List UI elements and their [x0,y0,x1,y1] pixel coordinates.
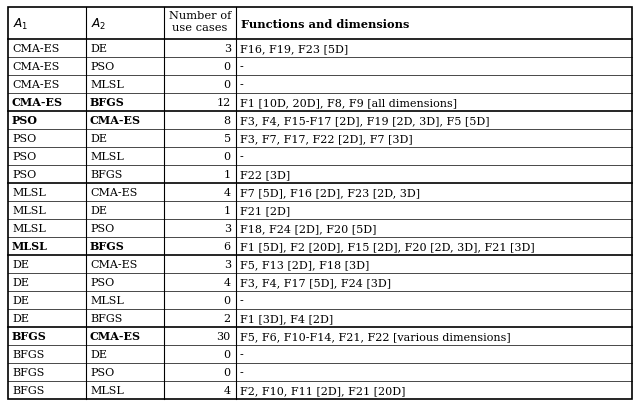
Text: F22 [3D]: F22 [3D] [240,170,290,179]
Text: DE: DE [90,134,107,144]
Text: 4: 4 [223,385,231,395]
Text: BFGS: BFGS [12,349,44,359]
Text: 1: 1 [223,170,231,179]
Text: F18, F24 [2D], F20 [5D]: F18, F24 [2D], F20 [5D] [240,224,376,233]
Text: F21 [2D]: F21 [2D] [240,205,290,215]
Text: $A_2$: $A_2$ [91,17,106,32]
Text: F1 [10D, 20D], F8, F9 [all dimensions]: F1 [10D, 20D], F8, F9 [all dimensions] [240,98,457,108]
Text: PSO: PSO [90,277,115,287]
Text: 0: 0 [223,151,231,162]
Text: 2: 2 [223,313,231,323]
Text: -: - [240,151,243,162]
Text: CMA-ES: CMA-ES [90,188,138,198]
Text: 30: 30 [216,331,231,341]
Text: MLSL: MLSL [90,80,124,90]
Text: Functions and dimensions: Functions and dimensions [241,19,409,30]
Text: F5, F6, F10-F14, F21, F22 [various dimensions]: F5, F6, F10-F14, F21, F22 [various dimen… [240,331,511,341]
Text: DE: DE [12,259,29,269]
Text: 0: 0 [223,62,231,72]
Text: -: - [240,295,243,305]
Text: $A_1$: $A_1$ [13,17,29,32]
Text: DE: DE [90,44,107,54]
Text: MLSL: MLSL [90,295,124,305]
Text: F2, F10, F11 [2D], F21 [20D]: F2, F10, F11 [2D], F21 [20D] [240,385,405,395]
Text: 4: 4 [223,188,231,198]
Text: PSO: PSO [12,151,36,162]
Text: PSO: PSO [12,134,36,144]
Text: 4: 4 [223,277,231,287]
Text: 0: 0 [223,349,231,359]
Text: BFGS: BFGS [90,97,125,108]
Text: BFGS: BFGS [12,331,47,342]
Text: -: - [240,62,243,72]
Text: CMA-ES: CMA-ES [90,115,141,126]
Text: CMA-ES: CMA-ES [12,80,60,90]
Text: PSO: PSO [90,62,115,72]
Text: BFGS: BFGS [90,313,122,323]
Text: F5, F13 [2D], F18 [3D]: F5, F13 [2D], F18 [3D] [240,259,369,269]
Text: CMA-ES: CMA-ES [12,62,60,72]
Text: F7 [5D], F16 [2D], F23 [2D, 3D]: F7 [5D], F16 [2D], F23 [2D, 3D] [240,188,420,198]
Text: 0: 0 [223,80,231,90]
Text: DE: DE [12,277,29,287]
Text: 1: 1 [223,205,231,215]
Text: 0: 0 [223,295,231,305]
Text: MLSL: MLSL [90,151,124,162]
Text: CMA-ES: CMA-ES [90,259,138,269]
Text: BFGS: BFGS [90,170,122,179]
Text: 0: 0 [223,367,231,377]
Text: 3: 3 [223,224,231,233]
Text: MLSL: MLSL [12,224,45,233]
Text: PSO: PSO [90,367,115,377]
Text: F1 [3D], F4 [2D]: F1 [3D], F4 [2D] [240,313,333,323]
Text: PSO: PSO [12,115,38,126]
Text: MLSL: MLSL [12,205,45,215]
Text: F16, F19, F23 [5D]: F16, F19, F23 [5D] [240,44,348,54]
Text: CMA-ES: CMA-ES [12,97,63,108]
Text: MLSL: MLSL [12,241,48,252]
Text: -: - [240,367,243,377]
Text: -: - [240,80,243,90]
Text: 5: 5 [223,134,231,144]
Text: DE: DE [90,205,107,215]
Text: BFGS: BFGS [90,241,125,252]
Text: 12: 12 [216,98,231,108]
Text: CMA-ES: CMA-ES [12,44,60,54]
Text: DE: DE [90,349,107,359]
Text: 3: 3 [223,44,231,54]
Text: BFGS: BFGS [12,385,44,395]
Text: CMA-ES: CMA-ES [90,331,141,342]
Text: MLSL: MLSL [90,385,124,395]
Text: 8: 8 [223,116,231,126]
Text: 6: 6 [223,241,231,252]
Text: BFGS: BFGS [12,367,44,377]
Text: F1 [5D], F2 [20D], F15 [2D], F20 [2D, 3D], F21 [3D]: F1 [5D], F2 [20D], F15 [2D], F20 [2D, 3D… [240,241,534,252]
Text: MLSL: MLSL [12,188,45,198]
Text: DE: DE [12,313,29,323]
Text: PSO: PSO [90,224,115,233]
Text: 3: 3 [223,259,231,269]
Text: F3, F4, F15-F17 [2D], F19 [2D, 3D], F5 [5D]: F3, F4, F15-F17 [2D], F19 [2D, 3D], F5 [… [240,116,490,126]
Text: DE: DE [12,295,29,305]
Text: F3, F7, F17, F22 [2D], F7 [3D]: F3, F7, F17, F22 [2D], F7 [3D] [240,134,413,144]
Text: -: - [240,349,243,359]
Text: F3, F4, F17 [5D], F24 [3D]: F3, F4, F17 [5D], F24 [3D] [240,277,391,287]
Text: Number of
use cases: Number of use cases [169,11,231,33]
Text: PSO: PSO [12,170,36,179]
